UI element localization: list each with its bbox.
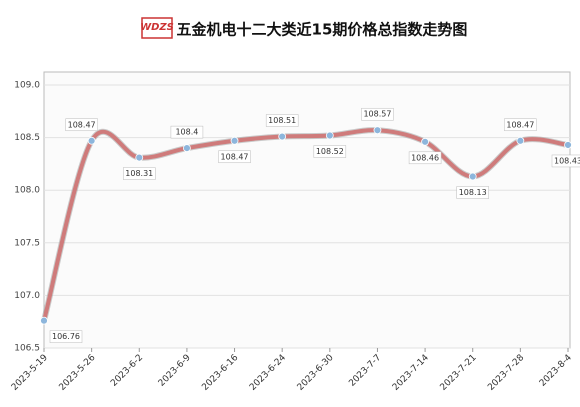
x-tick-label: 2023-7-28 [486, 353, 526, 393]
data-label: 108.51 [268, 116, 296, 125]
x-tick-label: 2023-6-2 [109, 353, 145, 389]
data-label-box [504, 118, 537, 132]
data-label: 106.76 [52, 332, 80, 341]
x-tick-label: 2023-7-7 [347, 353, 383, 389]
data-label: 108.4 [175, 128, 198, 137]
x-tick-label: 2023-6-16 [200, 353, 240, 393]
logo: WDZS [140, 22, 174, 33]
marker [516, 136, 525, 145]
data-label-box [65, 118, 98, 132]
data-label: 108.47 [221, 152, 249, 161]
marker [373, 126, 382, 135]
data-label: 108.57 [363, 110, 391, 119]
marker [564, 141, 572, 149]
marker [421, 137, 429, 146]
x-tick-label: 2023-5-26 [58, 353, 98, 393]
y-tick-label: 109.0 [14, 81, 40, 91]
marker [230, 136, 239, 145]
data-label: 108.46 [411, 153, 439, 162]
data-label: 108.31 [125, 169, 153, 178]
data-label: 108.52 [316, 147, 344, 156]
data-label: 108.13 [459, 188, 487, 197]
data-label: 108.47 [68, 120, 96, 129]
marker [468, 172, 477, 181]
x-tick-label: 2023-7-21 [439, 353, 479, 393]
data-label-box [49, 330, 83, 343]
marker [87, 136, 96, 145]
data-label-box [265, 114, 299, 127]
x-tick-label: 2023-6-9 [157, 353, 193, 389]
data-label-box [123, 167, 156, 180]
data-label-box [551, 154, 580, 168]
x-tick-label: 2023-7-14 [391, 353, 431, 393]
y-tick-label: 107.0 [14, 291, 40, 301]
marker [278, 132, 287, 141]
data-label-box [361, 107, 394, 121]
data-label-box [456, 186, 489, 199]
plot-area [43, 71, 571, 349]
data-label-box [408, 151, 442, 165]
x-tick-label: 2023-8-4 [538, 353, 574, 389]
marker [135, 153, 144, 162]
data-label-box [170, 125, 204, 139]
logo-frame [141, 17, 173, 39]
x-tick-label: 2023-6-24 [248, 353, 288, 393]
y-tick-label: 108.5 [14, 133, 40, 143]
data-label-box [313, 145, 347, 158]
y-tick-label: 107.5 [14, 238, 40, 248]
chart-title: 五金机电十二大类近15期价格总指数走势图 [177, 21, 468, 39]
marker [183, 144, 191, 153]
marker [40, 316, 48, 325]
x-tick-label: 2023-5-19 [10, 353, 50, 393]
marker [325, 131, 334, 140]
y-tick-label: 106.5 [14, 344, 40, 354]
x-tick-label: 2023-6-30 [296, 353, 336, 393]
y-tick-label: 108.0 [14, 186, 40, 196]
data-label-box [218, 150, 251, 164]
data-label: 108.47 [506, 120, 534, 129]
data-label: 108.43 [554, 156, 580, 165]
